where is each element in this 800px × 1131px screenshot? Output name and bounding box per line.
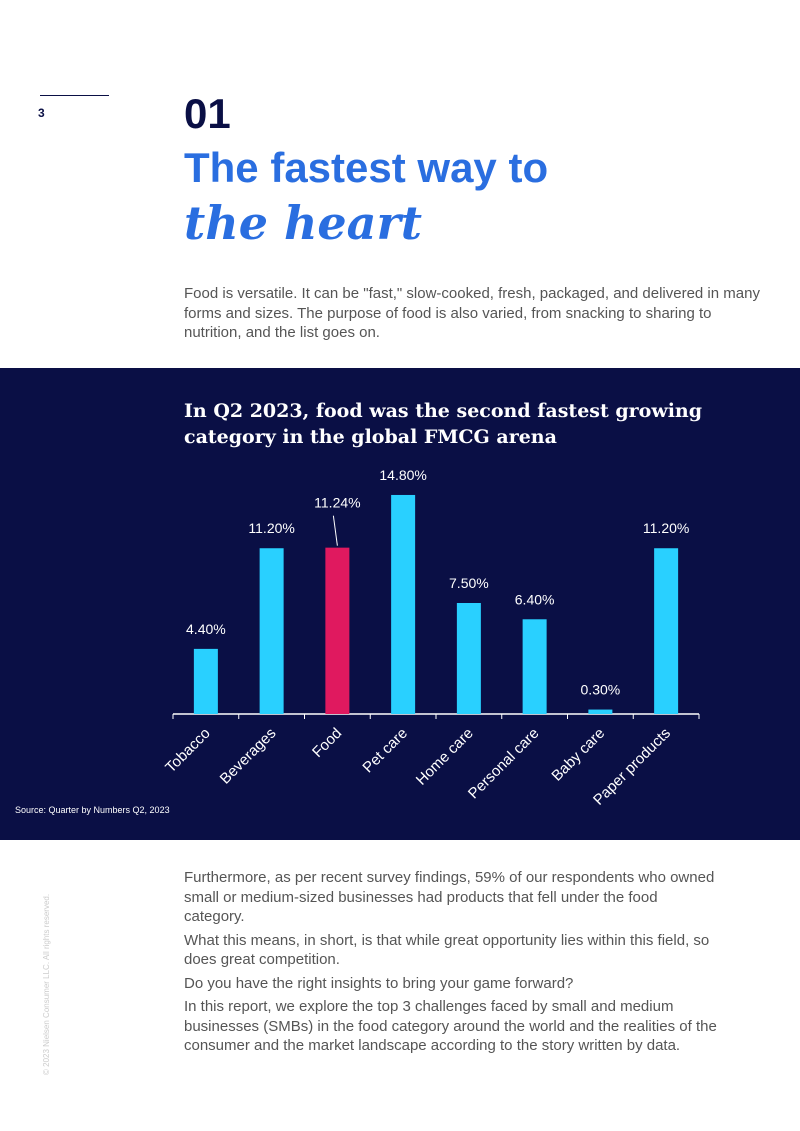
- value-label: 7.50%: [449, 575, 489, 591]
- bar: [654, 548, 679, 714]
- paragraph: Do you have the right insights to bring …: [184, 974, 574, 992]
- value-label: 6.40%: [515, 591, 555, 607]
- value-label: 0.30%: [581, 682, 621, 698]
- copyright: © 2023 Nielsen Consumer LLC. All rights …: [42, 893, 51, 1075]
- value-label: 11.24%: [314, 495, 360, 511]
- intro-text: Food is versatile. It can be "fast," slo…: [184, 285, 760, 341]
- leader-line: [332, 515, 338, 546]
- value-label: 4.40%: [186, 621, 226, 637]
- body-text: Furthermore, as per recent survey findin…: [184, 868, 719, 1060]
- paragraph: What this means, in short, is that while…: [184, 931, 710, 969]
- section-number: 01: [184, 90, 231, 137]
- bar: [325, 547, 350, 714]
- bar: [193, 648, 218, 714]
- value-label: 11.20%: [643, 520, 689, 536]
- paragraph: Furthermore, as per recent survey findin…: [184, 869, 715, 925]
- title: The fastest way to: [184, 144, 549, 191]
- page-number: 3: [38, 106, 45, 120]
- bar: [588, 709, 613, 714]
- value-label: 14.80%: [379, 467, 426, 483]
- bar: [391, 494, 416, 714]
- header-rule: [40, 95, 109, 96]
- chart-title-box: In Q2 2023, food was the second fastest …: [184, 400, 703, 448]
- paragraph: In this report, we explore the top 3 cha…: [184, 998, 717, 1054]
- title-italic: the heart: [184, 196, 422, 250]
- chart: In Q2 2023, food was the second fastest …: [0, 368, 800, 840]
- bar: [522, 619, 547, 714]
- value-label: 11.20%: [248, 520, 294, 536]
- bar: [259, 548, 284, 714]
- bar: [456, 603, 481, 714]
- chart-title: In Q2 2023, food was the second fastest …: [184, 400, 703, 448]
- source: Source: Quarter by Numbers Q2, 2023: [15, 805, 170, 815]
